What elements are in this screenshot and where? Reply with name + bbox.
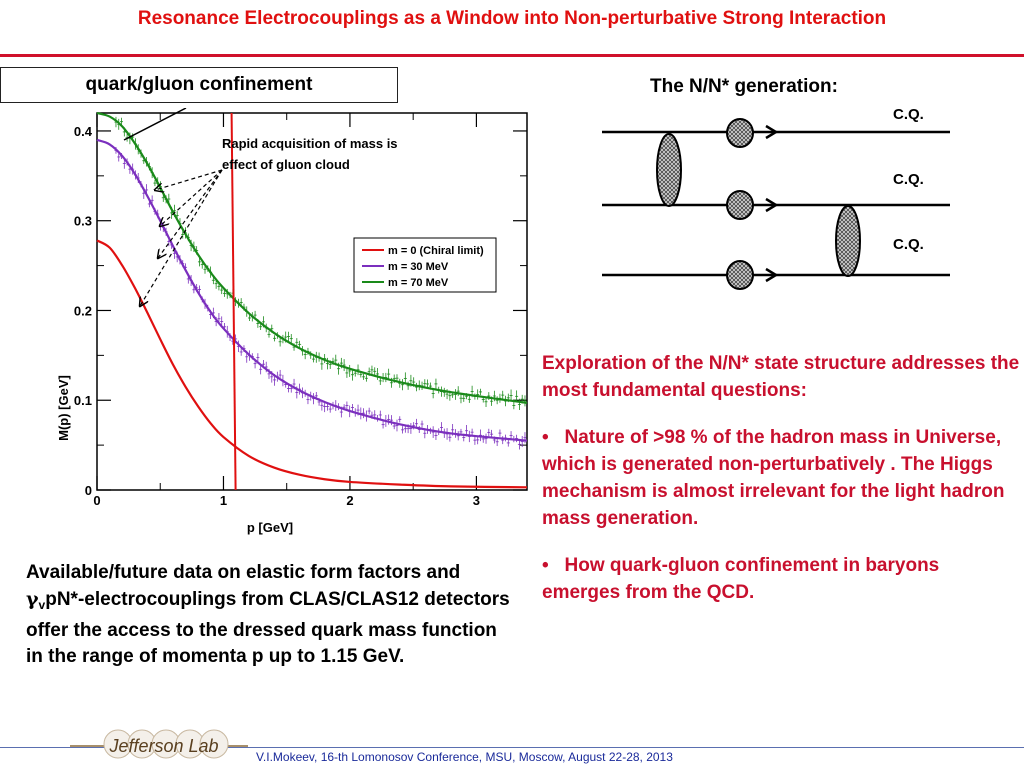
confinement-pointer xyxy=(123,108,187,141)
plot-frame xyxy=(96,112,528,491)
y-tick-label: 0.2 xyxy=(74,303,92,318)
bullet-2-text: How quark-gluon confinement in baryons e… xyxy=(542,555,940,603)
y-axis-label: M(p) [GeV] xyxy=(56,375,71,441)
annotation-line-2: effect of gluon cloud xyxy=(222,157,350,172)
axis-ticks xyxy=(96,113,527,491)
available-part-2: pN*-electrocouplings from CLAS/CLAS12 de… xyxy=(26,589,510,667)
dressed-quark-3 xyxy=(726,260,754,290)
logo-text: Jefferson Lab xyxy=(108,736,218,756)
arrow-3-icon xyxy=(765,267,779,283)
y-tick-label: 0.1 xyxy=(74,393,92,408)
exploration-bullet-1: • Nature of >98 % of the hadron mass in … xyxy=(542,424,1022,532)
annotation-arrow-2 xyxy=(160,169,223,226)
arrow-2-icon xyxy=(765,197,779,213)
available-part-1: Available/future data on elastic form fa… xyxy=(26,562,461,583)
momentum-limit-line xyxy=(230,112,237,491)
jefferson-lab-logo: Jefferson Lab xyxy=(70,729,248,759)
dressed-quark-1 xyxy=(726,118,754,148)
gluon-blob-right xyxy=(835,205,861,277)
footer-rule xyxy=(0,747,1024,748)
confinement-box: quark/gluon confinement xyxy=(0,67,398,103)
annotation-arrow-1 xyxy=(155,169,223,190)
cq-label-2: C.Q. xyxy=(893,171,924,188)
exploration-text: Exploration of the N/N* state structure … xyxy=(542,350,1022,606)
x-tick-label: 0 xyxy=(93,493,100,508)
annotation-arrow-3 xyxy=(158,169,223,258)
legend-entry-chiral: m = 0 (Chiral limit) xyxy=(388,245,484,257)
nn-generation-diagram xyxy=(602,118,950,290)
title-underline xyxy=(0,54,1024,57)
gamma-subscript: v xyxy=(38,598,46,612)
legend: m = 0 (Chiral limit) m = 30 MeV m = 70 M… xyxy=(353,237,497,293)
mass-curves xyxy=(96,111,528,489)
y-tick-label: 0.3 xyxy=(74,214,92,229)
bullet-symbol: • xyxy=(542,427,549,448)
curve-m = 0 (Chiral limit) xyxy=(96,239,528,489)
curve-m = 30 MeV xyxy=(96,138,528,442)
annotation-arrow-4 xyxy=(140,169,223,306)
bullet-1-text: Nature of >98 % of the hadron mass in Un… xyxy=(542,427,1005,529)
exploration-bullet-2: • How quark-gluon confinement in baryons… xyxy=(542,552,1022,606)
y-tick-label: 0 xyxy=(85,483,92,498)
x-tick-labels: 0 1 2 3 xyxy=(93,493,480,508)
curve-m = 70 MeV xyxy=(96,111,528,405)
arrow-1-icon xyxy=(765,124,779,140)
exploration-intro: Exploration of the N/N* state structure … xyxy=(542,353,1020,401)
gluon-blob-left xyxy=(656,133,682,207)
bullet-symbol: • xyxy=(542,555,549,576)
legend-entry-30mev: m = 30 MeV xyxy=(388,261,449,273)
x-tick-label: 3 xyxy=(473,493,480,508)
annotation-line-1: Rapid acquisition of mass is xyxy=(222,136,398,151)
y-tick-labels: 0 0.1 0.2 0.3 0.4 xyxy=(74,124,93,498)
cq-label-3: C.Q. xyxy=(893,236,924,253)
quark-mass-chart: 0 0.1 0.2 0.3 0.4 0 1 2 3 Rapid acquisition of … xyxy=(56,108,528,535)
x-axis-label: p [GeV] xyxy=(247,520,293,535)
footer-citation: V.I.Mokeev, 16-th Lomonosov Conference, … xyxy=(256,750,673,764)
x-tick-label: 2 xyxy=(346,493,353,508)
slide-title: Resonance Electrocouplings as a Window i… xyxy=(137,8,887,29)
x-tick-label: 1 xyxy=(220,493,227,508)
dressed-quark-2 xyxy=(726,190,754,220)
y-tick-label: 0.4 xyxy=(74,124,93,139)
legend-entry-70mev: m = 70 MeV xyxy=(388,277,449,289)
cq-label-1: C.Q. xyxy=(893,106,924,123)
gamma-symbol: γ xyxy=(26,588,39,610)
available-data-text: Available/future data on elastic form fa… xyxy=(26,560,516,670)
nn-generation-title: The N/N* generation: xyxy=(650,76,838,97)
